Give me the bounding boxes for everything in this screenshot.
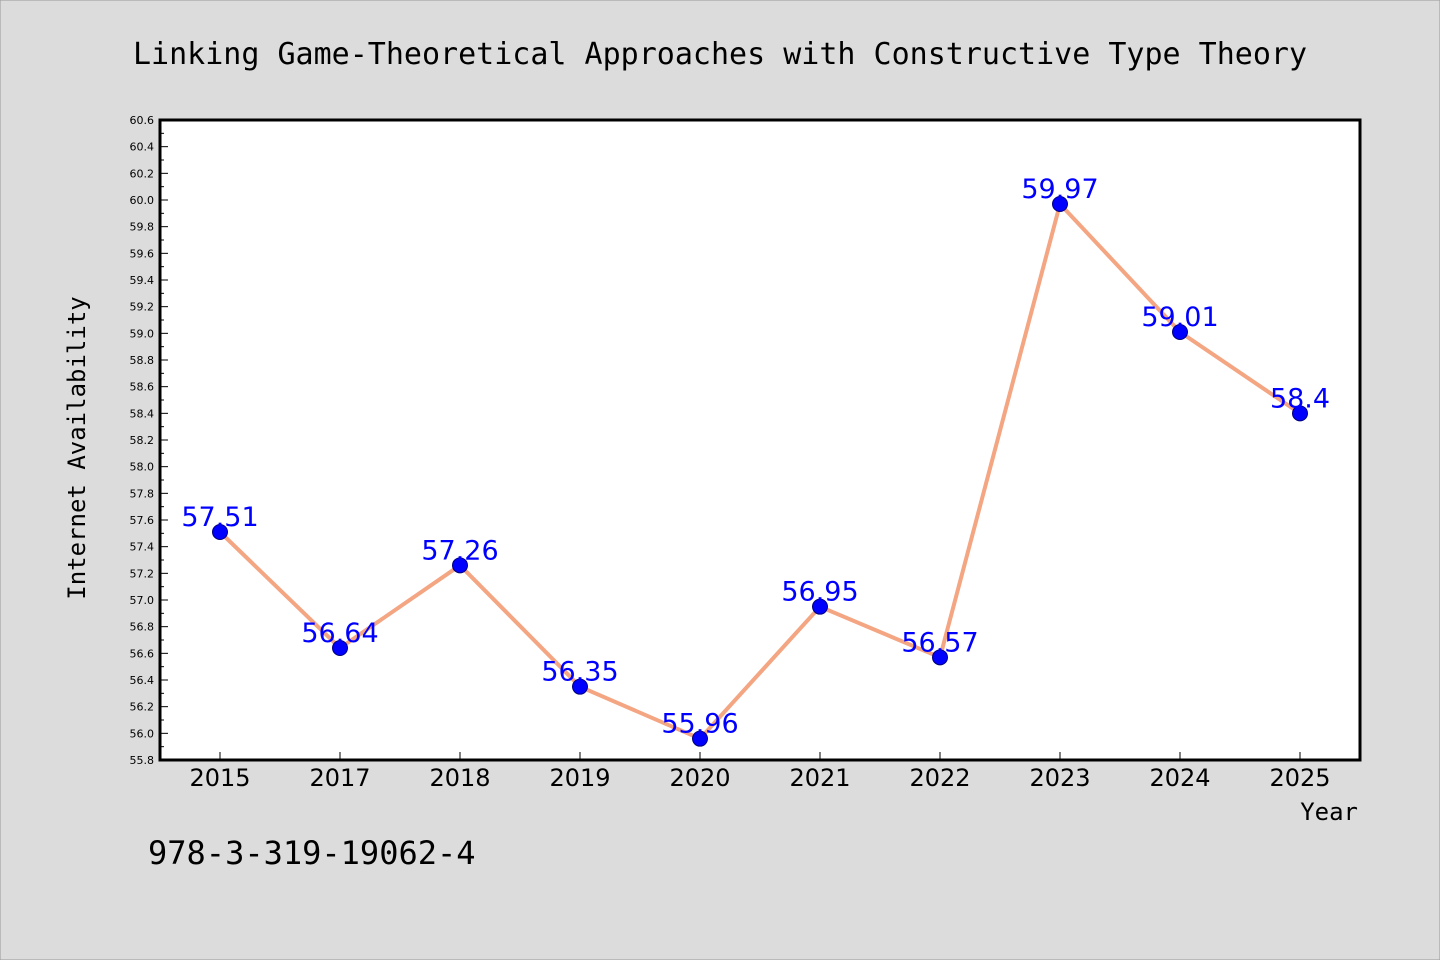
data-label: 58.4 (1270, 383, 1330, 414)
data-point (1052, 196, 1068, 212)
data-point (212, 524, 228, 540)
x-axis-label: Year (1300, 798, 1358, 826)
y-tick-label: 58.2 (130, 434, 155, 447)
x-tick-label: 2020 (669, 764, 730, 792)
data-label: 56.57 (901, 627, 978, 658)
y-tick-label: 59.8 (130, 221, 155, 234)
y-tick-label: 55.8 (130, 754, 155, 767)
x-tick-label: 2022 (909, 764, 970, 792)
x-tick-label: 2023 (1029, 764, 1090, 792)
data-label: 56.64 (301, 618, 378, 649)
x-tick-label: 2017 (309, 764, 370, 792)
x-axis: 2015 2017 2018 2019 2020 2021 2022 2023 2024 2025 (189, 752, 1331, 792)
isbn-annotation: 978-3-319-19062-4 (148, 834, 476, 872)
y-tick-label: 60.6 (130, 114, 155, 127)
x-tick-label: 2024 (1149, 764, 1210, 792)
y-tick-label: 60.4 (130, 141, 155, 154)
data-label: 59.97 (1021, 174, 1098, 205)
data-label: 56.95 (781, 577, 858, 608)
y-tick-label: 56.4 (130, 674, 155, 687)
data-point (572, 678, 588, 695)
data-label: 57.26 (421, 535, 498, 566)
data-point (452, 557, 468, 574)
y-tick-label: 58.8 (130, 354, 155, 367)
y-tick-label: 57.0 (130, 594, 155, 607)
chart-title: Linking Game-Theoretical Approaches with… (133, 37, 1307, 72)
data-point (692, 730, 708, 747)
y-tick-label: 59.0 (130, 327, 155, 340)
series-layer (212, 196, 1308, 747)
y-tick-label: 59.6 (130, 247, 155, 260)
y-tick-label: 60.2 (130, 167, 155, 180)
y-tick-label: 58.6 (130, 381, 155, 394)
data-label: 57.51 (181, 502, 258, 533)
series-line (218, 202, 1302, 741)
y-tick-label: 57.4 (130, 541, 155, 554)
x-tick-label: 2021 (789, 764, 850, 792)
y-tick-label: 57.2 (130, 567, 155, 580)
data-label: 59.01 (1141, 302, 1218, 333)
data-point (1292, 405, 1308, 422)
data-point (1172, 324, 1188, 340)
y-tick-label: 59.2 (130, 301, 155, 314)
y-tick-label: 56.0 (130, 727, 155, 740)
y-axis: 55.8 56.0 56.2 56.4 56.6 56.8 57.0 57.2 57.4 57.6… (130, 114, 168, 767)
y-tick-label: 60.0 (130, 194, 155, 207)
y-axis-label: Internet Availability (63, 296, 91, 599)
x-tick-label: 2019 (549, 764, 610, 792)
y-tick-label: 58.4 (130, 407, 155, 420)
y-tick-label: 58.0 (130, 461, 155, 474)
data-labels: 57.51 56.64 57.26 56.35 55.96 56.95 56.57 59.97… (181, 174, 1330, 740)
y-tick-label: 57.8 (130, 487, 155, 500)
x-tick-label: 2015 (189, 764, 250, 792)
x-tick-label: 2018 (429, 764, 490, 792)
plot-area (158, 118, 1362, 762)
x-tick-label: 2025 (1269, 764, 1330, 792)
y-tick-label: 56.8 (130, 621, 155, 634)
data-point (332, 640, 348, 656)
data-label: 56.35 (541, 657, 618, 688)
y-tick-label: 56.2 (130, 701, 155, 714)
data-label: 55.96 (661, 709, 738, 740)
y-tick-label: 57.6 (130, 514, 155, 527)
data-point (812, 598, 828, 615)
data-point (932, 649, 948, 666)
y-tick-label: 56.6 (130, 647, 155, 660)
y-tick-label: 59.4 (130, 274, 155, 287)
